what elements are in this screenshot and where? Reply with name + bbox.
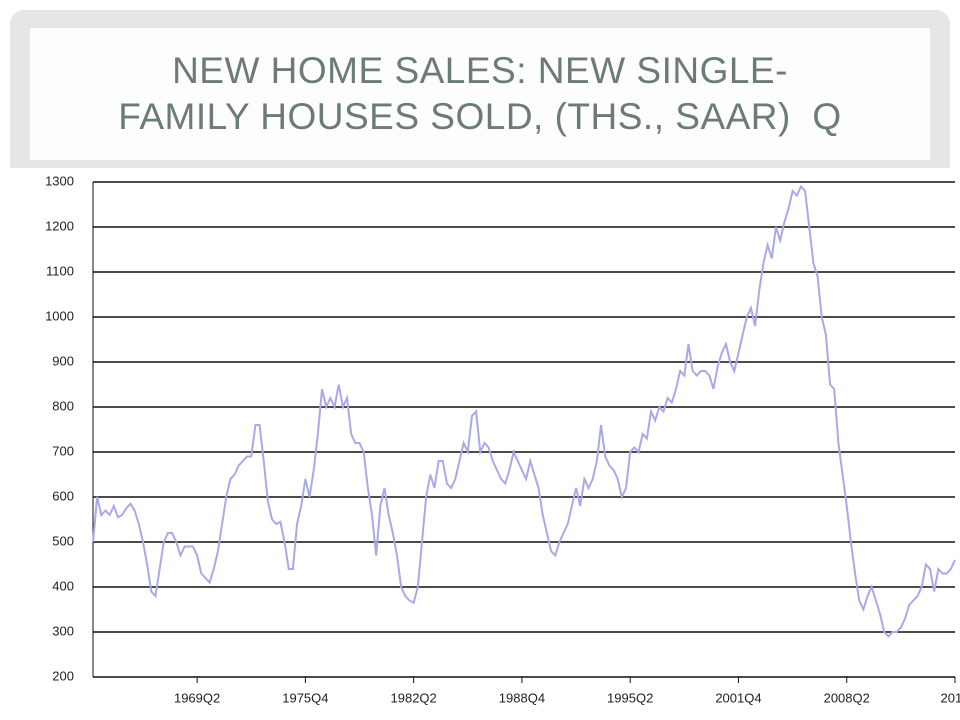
y-tick-label: 300 (52, 623, 74, 638)
data-line (92, 184, 956, 638)
y-tick-label: 1200 (45, 218, 74, 233)
y-tick-label: 600 (52, 488, 74, 503)
x-tick-label: 1975Q4 (282, 690, 328, 705)
y-tick-label: 900 (52, 353, 74, 368)
x-tick-label: 2001Q4 (715, 690, 761, 705)
y-tick-label: 1300 (45, 173, 74, 188)
x-tick-label: 2014 (941, 690, 960, 705)
x-tick-label: 1969Q2 (174, 690, 220, 705)
y-tick-label: 400 (52, 578, 74, 593)
chart-title: FAMILY HOUSES SOLD, (THS., SAAR) Q (118, 96, 842, 137)
x-tick-label: 2008Q2 (824, 690, 870, 705)
y-tick-label: 1100 (46, 263, 74, 278)
y-tick-label: 1000 (45, 308, 74, 323)
x-tick-label: 1995Q2 (607, 690, 653, 705)
y-tick-label: 800 (52, 398, 74, 413)
x-tick-label: 1988Q4 (499, 690, 545, 705)
title-box: NEW HOME SALES: NEW SINGLE- FAMILY HOUSE… (30, 28, 930, 160)
y-tick-label: 700 (52, 443, 74, 458)
chart-title: NEW HOME SALES: NEW SINGLE- (172, 50, 788, 91)
y-tick-label: 200 (52, 668, 74, 683)
x-tick-label: 1982Q2 (391, 690, 437, 705)
y-tick-label: 500 (52, 533, 74, 548)
